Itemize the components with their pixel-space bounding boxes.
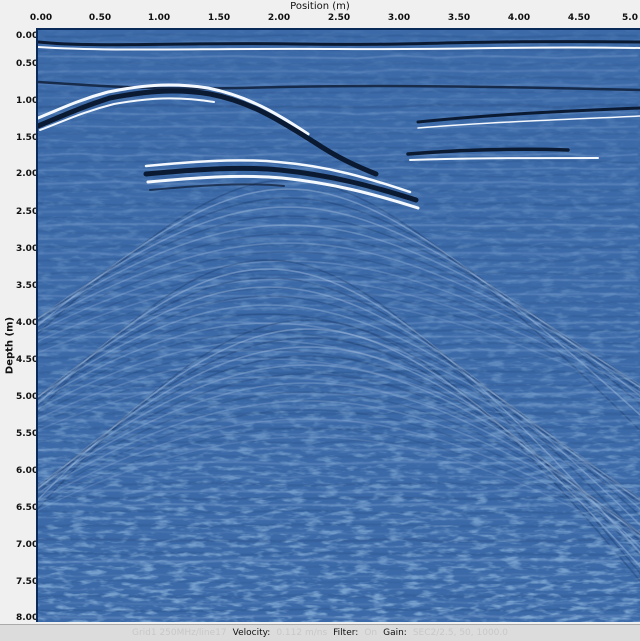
x-axis-title: Position (m): [290, 1, 350, 12]
y-tick: 4.00: [16, 318, 39, 328]
velocity-label: Velocity:: [232, 628, 271, 638]
plot-frame-top: [38, 28, 640, 30]
x-tick: 0.50: [88, 13, 112, 23]
y-tick: 2.00: [16, 169, 39, 179]
y-tick: 2.50: [16, 207, 39, 217]
y-axis-title: Depth (m): [4, 316, 16, 375]
x-tick: 4.50: [567, 13, 591, 23]
y-tick: 3.00: [16, 244, 39, 254]
file-name: Grid1 250MHz/line17: [131, 628, 227, 638]
velocity-value: 0.112 m/ns: [276, 628, 328, 638]
strong-reflectors: [38, 40, 640, 210]
x-tick: 3.00: [387, 13, 411, 23]
x-tick: 1.00: [147, 13, 171, 23]
y-tick: 6.00: [16, 466, 39, 476]
x-tick: 2.00: [267, 13, 291, 23]
y-tick: 6.50: [16, 503, 39, 513]
x-tick: 3.50: [447, 13, 471, 23]
y-tick: 3.50: [16, 281, 39, 291]
y-tick: 5.00: [16, 392, 39, 402]
y-tick: 4.50: [16, 355, 39, 365]
gain-value: SEC2/2.5, 50, 1000.0: [412, 628, 508, 638]
x-tick: 5.0: [622, 13, 638, 23]
x-tick: 2.50: [327, 13, 351, 23]
y-tick: 0.00: [16, 31, 39, 41]
gain-label: Gain:: [383, 628, 407, 638]
status-bar: Grid1 250MHz/line17 Velocity: 0.112 m/ns…: [0, 624, 640, 641]
x-tick: 4.00: [507, 13, 531, 23]
y-tick: 8.00: [16, 613, 39, 623]
y-tick: 7.00: [16, 540, 39, 550]
y-tick: 0.50: [16, 59, 39, 69]
filter-value: On: [364, 628, 378, 638]
y-tick: 1.00: [16, 96, 39, 106]
speckle-noise: [38, 30, 640, 622]
plot-frame-left: [36, 28, 38, 622]
x-tick: 0.00: [29, 13, 53, 23]
x-tick: 1.50: [207, 13, 231, 23]
y-tick: 7.50: [16, 577, 39, 587]
y-tick: 5.50: [16, 429, 39, 439]
filter-label: Filter:: [333, 628, 359, 638]
y-tick: 1.50: [16, 133, 39, 143]
radargram-image[interactable]: [38, 30, 640, 622]
